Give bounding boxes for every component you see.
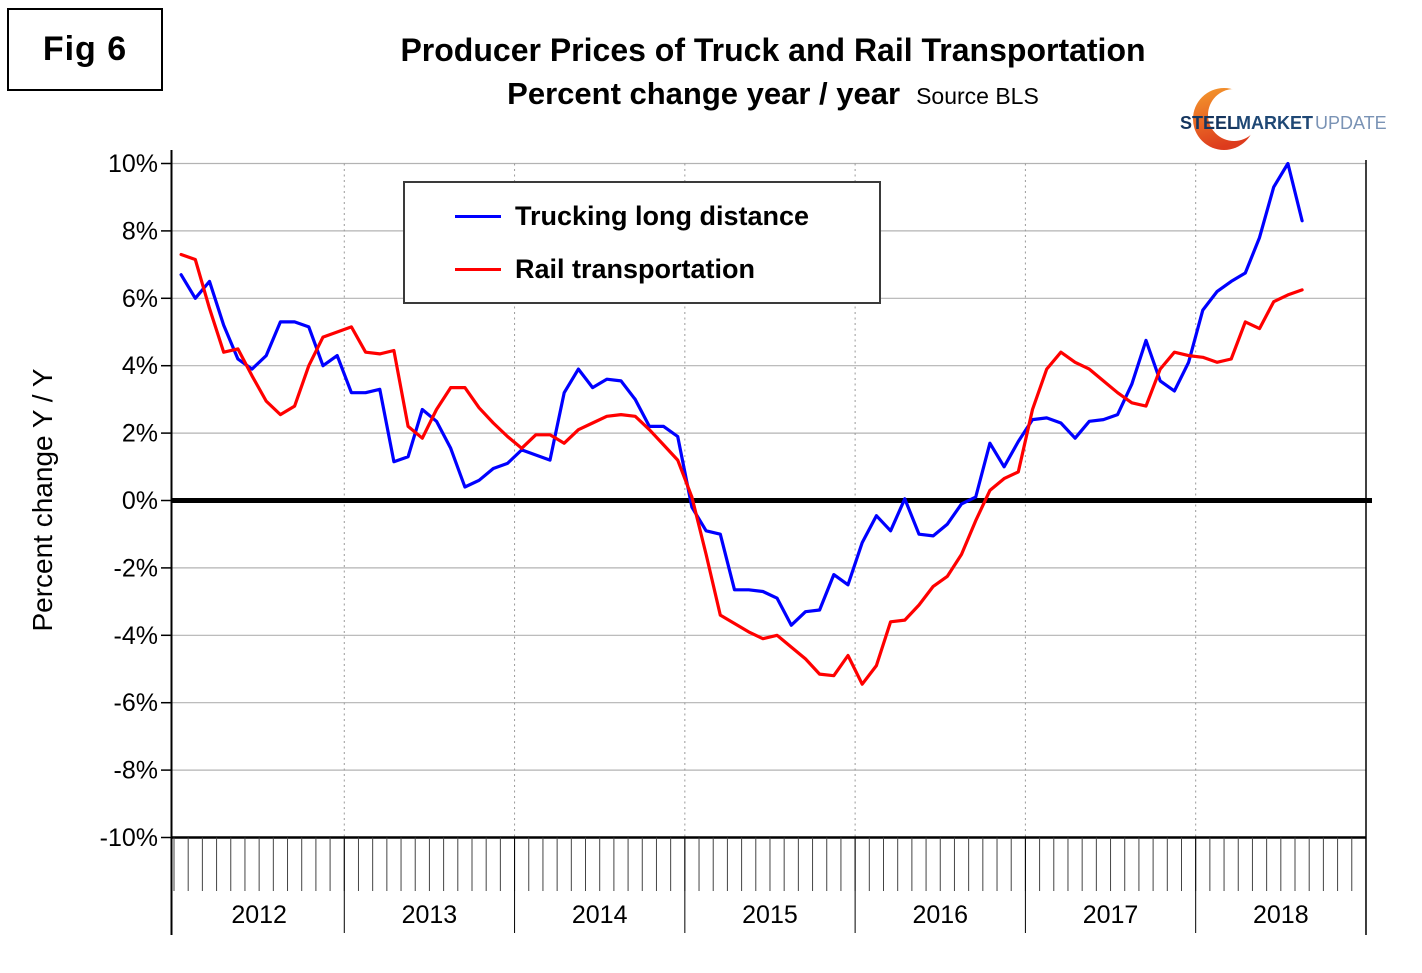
x-axis-year-label: 2017: [1083, 901, 1139, 929]
logo-word-update: UPDATE: [1315, 113, 1387, 133]
y-axis-tick-label: -4%: [114, 622, 158, 650]
x-axis-year-label: 2013: [402, 901, 458, 929]
legend: Trucking long distance Rail transportati…: [403, 181, 881, 304]
y-axis-tick-label: 2%: [122, 420, 158, 448]
y-axis-tick-label: 8%: [122, 217, 158, 245]
x-axis-year-label: 2012: [231, 901, 287, 929]
x-axis-year-label: 2015: [742, 901, 798, 929]
rail-legend-line-icon: [455, 267, 501, 271]
y-axis-tick-label: 0%: [122, 487, 158, 515]
logo-word-steel: STEEL: [1180, 113, 1238, 133]
legend-item-rail: Rail transportation: [455, 254, 879, 285]
steel-market-update-logo: STEEL MARKET UPDATE: [1180, 88, 1387, 150]
trucking-legend-line-icon: [455, 214, 501, 218]
y-axis-tick-label: 4%: [122, 352, 158, 380]
legend-item-trucking: Trucking long distance: [455, 201, 879, 232]
source-note: Source BLS: [916, 83, 1039, 109]
chart-subtitle-row: Percent change year / year Source BLS: [273, 76, 1273, 112]
x-axis-year-label: 2014: [572, 901, 628, 929]
y-axis-tick-label: -8%: [114, 757, 158, 785]
logo-crescent-icon: [1193, 88, 1260, 150]
rail-legend-label: Rail transportation: [515, 253, 756, 284]
rail-series-line: [179, 252, 1304, 686]
trucking-series-line: [179, 161, 1304, 627]
y-axis-tick-label: -2%: [114, 554, 158, 582]
y-axis-tick-label: -10%: [100, 824, 158, 852]
y-axis-tick-label: 6%: [122, 285, 158, 313]
figure-label: Fig 6: [42, 30, 128, 68]
x-axis-year-label: 2016: [912, 901, 968, 929]
y-axis-tick-label: -6%: [114, 689, 158, 717]
chart-title: Producer Prices of Truck and Rail Transp…: [400, 32, 1146, 68]
logo-word-market: MARKET: [1236, 113, 1313, 133]
figure-label-box: Fig 6: [7, 8, 163, 91]
y-axis-tick-label: 10%: [108, 150, 158, 178]
chart-subtitle: Percent change year / year: [507, 76, 901, 111]
x-axis-year-label: 2018: [1253, 901, 1309, 929]
trucking-legend-label: Trucking long distance: [515, 200, 810, 231]
